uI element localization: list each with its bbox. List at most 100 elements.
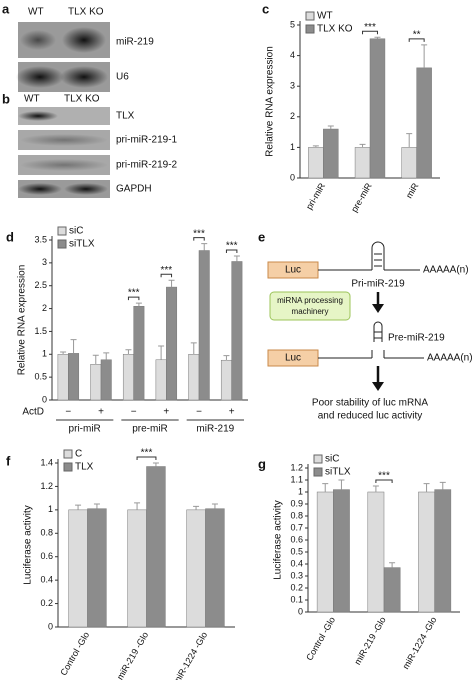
y-tick-label: 0.2 [290,582,303,592]
x-tick-label: pre-miR [349,181,374,214]
error-bar [233,255,240,262]
legend-label: WT [317,11,333,22]
bar [166,286,178,401]
bar [205,508,225,628]
x-tick-label: Control -Glo [58,630,91,677]
luc-label: Luc [285,353,301,364]
stub [371,350,385,358]
y-tick-label: 1 [290,142,295,152]
x-tick-label: miR-1224 -Glo [401,615,439,671]
legend-swatch [57,239,67,249]
panel-label: f [6,453,11,468]
panel-label: e [258,229,265,244]
error-bar [60,351,67,355]
hairpin-rungs [374,331,382,339]
y-tick-label: 0.9 [290,498,303,508]
bar [401,147,417,179]
error-bar [312,145,319,148]
y-tick-label: 0 [290,172,295,182]
bar [416,67,432,179]
luc-label: Luc [285,265,301,276]
error-bar [92,354,99,365]
y-tick-label: 0 [42,394,47,404]
y-tick-label: 1 [42,349,47,359]
legend-swatch [305,11,315,21]
bar [133,306,145,401]
y-tick-label: 3 [42,257,47,267]
bar [68,353,80,401]
machinery-label: machinery [292,307,329,316]
bar [188,354,200,401]
band [18,111,58,121]
error-bar [75,504,82,510]
x-tick-label: + [98,407,104,418]
pri-label: Pri-miR-219 [351,279,405,290]
bar [87,508,107,628]
sig-bracket [225,249,238,253]
panel-label: d [6,229,14,244]
machinery-box [269,291,351,321]
sig-label: *** [160,265,172,276]
bar [57,354,69,401]
x-tick-label: miR-219 -Glo [115,630,150,680]
band [18,183,62,195]
legend-swatch [57,226,67,236]
y-tick-label: 0.8 [40,528,53,538]
sig-label: *** [141,448,153,459]
bar [127,509,147,628]
row-label: ActD [22,407,44,418]
x-tick-label: miR [404,181,421,200]
y-tick-label: 0.1 [290,594,303,604]
error-bar [322,483,329,492]
blot-a: a WT TLX KO miR-219 U6 [2,1,154,92]
row-label: pri-miR-219-1 [116,135,178,146]
sig-bracket [160,273,173,278]
error-bar [374,36,381,39]
group-label: pre-miR [132,424,168,435]
sig-label: *** [364,22,376,33]
y-tick-label: 0.6 [40,551,53,561]
bar [155,359,167,401]
sig-bracket [136,456,157,460]
x-tick-label: Control -Glo [304,615,337,662]
y-axis-label: Relative RNA expression [17,265,28,376]
y-tick-label: 3.5 [34,234,47,244]
sig-label: *** [378,471,390,482]
y-axis-label: Luciferase activity [23,505,34,584]
blot-b: b WT TLX KO TLX pri-miR-219-1 pri-miR-21… [2,91,178,198]
error-bar [327,125,334,130]
x-tick-label: − [131,407,137,418]
y-tick-label: 0.5 [34,372,47,382]
hairpin [371,241,385,270]
x-tick-label: miR-219 -Glo [352,615,387,666]
sig-label: *** [193,228,205,239]
error-bar [359,143,366,148]
bar [100,359,112,401]
sig-bracket [127,296,140,301]
row-label: miR-219 [116,37,154,48]
y-tick-label: 1 [298,486,303,496]
x-tick-label: miR-1224 -Glo [171,630,209,680]
error-bar [168,279,175,288]
band [20,30,56,50]
error-bar [135,302,142,307]
x-tick-label: − [196,407,202,418]
error-bar [439,481,446,490]
row-label: TLX [116,111,135,122]
band [60,66,108,88]
legend-swatch [63,462,73,472]
band [20,159,108,171]
x-tick-label: pri-miR [304,181,327,212]
y-tick-label: 1.5 [34,326,47,336]
y-tick-label: 1.1 [290,474,303,484]
y-tick-label: 1.2 [40,481,53,491]
arrowhead [372,304,384,313]
y-axis-label: Relative RNA expression [265,46,276,157]
legend-swatch [313,454,323,464]
bar [220,359,232,401]
bar [308,147,324,179]
y-tick-label: 2.5 [34,280,47,290]
error-bar [223,355,230,361]
band [16,66,64,88]
